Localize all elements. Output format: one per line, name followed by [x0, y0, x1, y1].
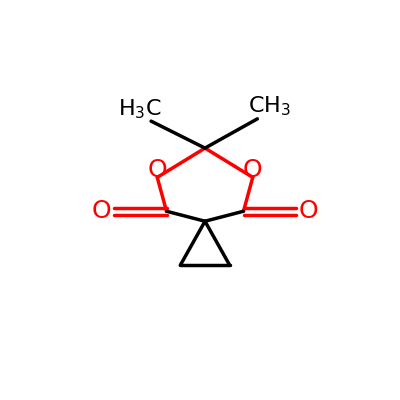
Text: CH$_3$: CH$_3$ [248, 95, 291, 118]
Text: O: O [243, 158, 262, 182]
Text: O: O [298, 199, 318, 223]
Text: O: O [148, 158, 167, 182]
Text: O: O [92, 199, 112, 223]
Text: H$_3$C: H$_3$C [118, 97, 162, 121]
